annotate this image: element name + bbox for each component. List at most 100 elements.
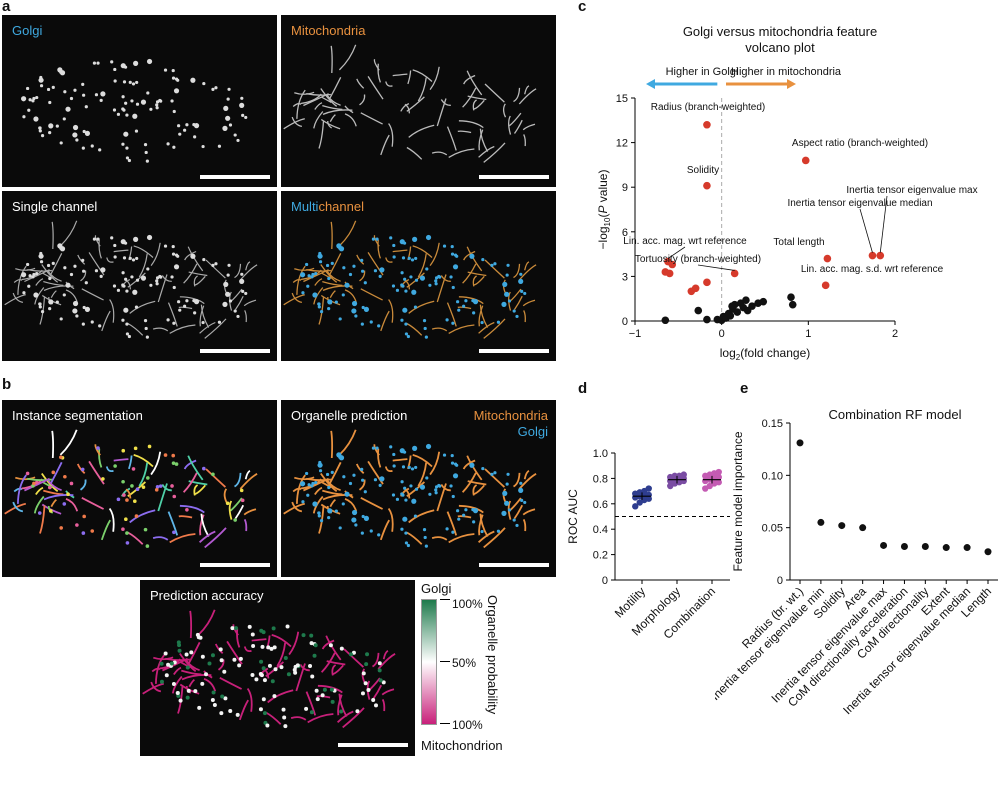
mitochondrion-segment	[292, 279, 302, 284]
accuracy-dot	[283, 724, 288, 729]
golgi-puncta	[127, 158, 131, 163]
mitochondrion-segment	[179, 296, 205, 305]
mitochondrion-segment	[336, 710, 354, 723]
golgi-puncta	[121, 142, 125, 146]
mitochondrion-segment	[360, 497, 383, 510]
accuracy-dot	[237, 663, 242, 668]
golgi-puncta	[166, 142, 170, 146]
segmented-instance	[169, 533, 196, 544]
mitochondrion-segment	[508, 288, 522, 303]
panel-label-e: e	[740, 380, 749, 397]
annotation-leader	[859, 208, 873, 253]
point-annotation: Lin. acc. mag. s.d. wrt reference	[801, 264, 944, 275]
golgi-puncta	[120, 63, 126, 69]
mitochondrion-segment	[329, 290, 336, 299]
golgi-puncta	[311, 481, 315, 486]
golgi-puncta	[361, 269, 365, 273]
mitochondrion-segment	[49, 253, 63, 276]
y-tick-label: 0.2	[593, 550, 608, 562]
segmented-instance	[234, 472, 242, 488]
golgi-puncta	[406, 334, 410, 339]
mitochondrion-segment	[322, 109, 353, 115]
golgi-puncta	[305, 471, 309, 476]
golgi-puncta	[307, 483, 311, 487]
golgi-puncta	[149, 283, 153, 287]
accuracy-dot	[314, 688, 319, 693]
golgi-puncta	[410, 258, 415, 262]
golgi-puncta	[480, 529, 484, 534]
accuracy-dot	[164, 673, 169, 678]
mitochondrion-segment	[367, 252, 384, 276]
y-tick-label: 0	[777, 575, 783, 587]
golgi-puncta	[351, 517, 357, 523]
golgi-puncta	[493, 471, 497, 475]
mitochondrion-segment	[404, 488, 411, 499]
golgi-puncta	[39, 84, 44, 88]
golgi-puncta	[451, 285, 455, 290]
golgi-puncta	[351, 308, 357, 314]
golgi-puncta	[354, 314, 358, 318]
mitochondrion-segment	[417, 462, 428, 487]
segmented-instance	[47, 485, 52, 490]
golgi-puncta	[96, 61, 100, 65]
segmented-instance	[47, 479, 62, 492]
golgi-puncta	[462, 513, 466, 517]
accuracy-dot	[320, 693, 325, 698]
golgi-puncta	[82, 93, 86, 97]
mitochondrion-segment	[51, 221, 54, 250]
segmented-instance	[51, 430, 55, 459]
nonsignificant-point	[694, 306, 703, 315]
accuracy-dot	[197, 705, 202, 710]
accuracy-dot	[339, 709, 344, 714]
accuracy-dot	[193, 689, 198, 694]
golgi-puncta	[94, 269, 99, 273]
golgi-puncta	[155, 103, 159, 107]
mitochondrion-segment	[239, 264, 258, 281]
golgi-puncta	[125, 113, 129, 117]
arrow-golgi-head	[646, 79, 655, 89]
accuracy-dot	[286, 672, 291, 677]
golgi-puncta	[69, 272, 74, 277]
segmented-instance	[172, 494, 177, 499]
mitochondrion-segment	[205, 259, 226, 279]
golgi-puncta	[214, 262, 218, 266]
segmented-instance	[188, 480, 208, 486]
mitochondrion-segment	[360, 288, 383, 301]
y-tick-label: 3	[622, 271, 628, 283]
golgi-puncta	[317, 511, 321, 515]
golgi-puncta	[73, 88, 77, 92]
mitochondrion-segment	[513, 87, 521, 103]
point-annotation: Tortuosity (branch-weighted)	[635, 254, 761, 265]
segmented-instance	[13, 487, 23, 493]
accuracy-dot	[169, 661, 174, 666]
golgi-puncta	[434, 282, 438, 286]
organelle-prediction-image: Organelle prediction Mitochondria Golgi	[281, 400, 556, 577]
mitochondrion-segment	[314, 102, 323, 110]
golgi-puncta	[518, 278, 524, 284]
mitochondrion-segment	[392, 458, 408, 462]
accuracy-dot	[265, 723, 270, 728]
volcano-ylabel: −log10(P value)	[596, 170, 612, 250]
roc-point	[671, 472, 678, 480]
segmented-instance	[171, 453, 176, 458]
golgi-puncta	[456, 300, 460, 304]
mitochondrion-segment	[189, 610, 193, 639]
mitochondrion-segment	[80, 270, 87, 282]
segmented-instance	[172, 530, 176, 535]
mitochondrion-segment	[429, 242, 440, 266]
golgi-puncta	[317, 253, 323, 259]
mitochondrion-segment	[322, 280, 343, 287]
golgi-puncta	[342, 266, 346, 270]
segmented-instance	[81, 531, 86, 535]
mitochondrion-segment	[317, 684, 343, 694]
accuracy-dot	[328, 643, 333, 648]
scale-bar	[200, 349, 270, 353]
mitochondrion-segment	[462, 459, 476, 470]
mitochondrion-segment	[373, 443, 380, 456]
golgi-puncta	[490, 472, 494, 476]
colorbar	[421, 599, 437, 725]
accuracy-dot	[177, 643, 182, 648]
organelle-prediction-content	[283, 429, 537, 549]
golgi-puncta	[149, 107, 153, 111]
golgi-puncta	[414, 465, 418, 470]
